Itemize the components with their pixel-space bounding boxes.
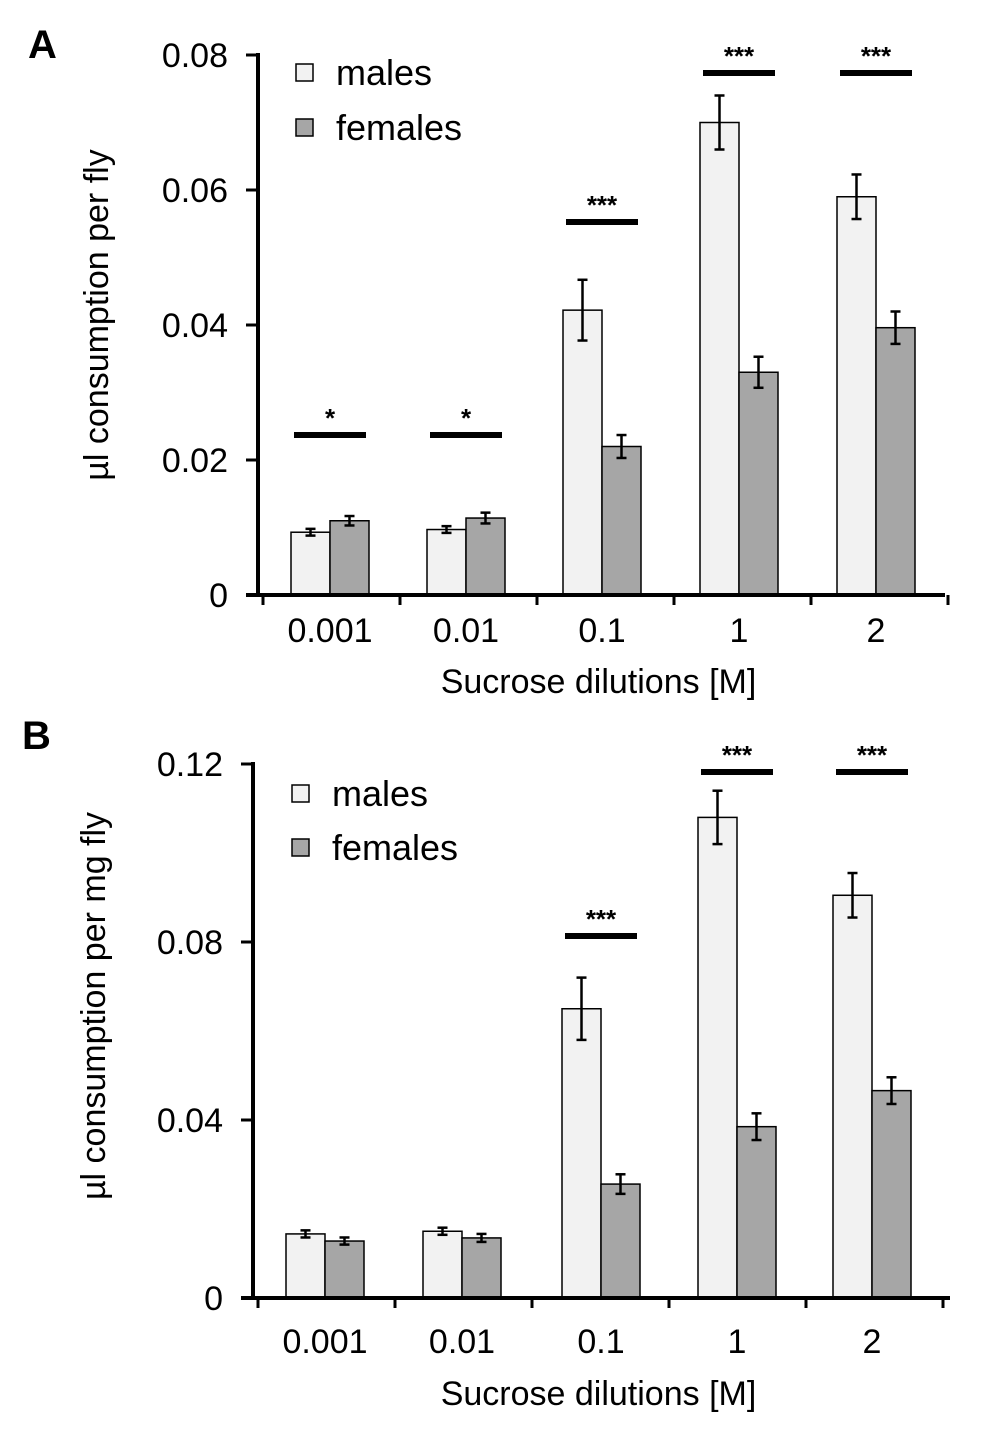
chart-b-x-tick-label: 0.001 (282, 1323, 367, 1361)
chart-b-bar-females (461, 1237, 502, 1299)
chart-b-x-tick-label: 0.01 (429, 1323, 495, 1361)
chart-b-legend-swatch-males (291, 784, 310, 803)
chart-a-significance-label: * (461, 403, 472, 433)
panel-letter-a: A (28, 23, 57, 67)
chart-b-svg: B 0 0.04 0.08 0.12 0.001 0.01 0.1 1 2 Sucrose dil… (22, 714, 950, 1413)
chart-b-significance-label: *** (586, 904, 617, 934)
chart-b-bar-females (736, 1125, 777, 1299)
chart-b-legend-label-females: females (332, 827, 458, 868)
chart-a-legend-swatch-males (295, 63, 314, 82)
chart-a-x-tick-label: 0.01 (433, 612, 499, 650)
panel-letter-b: B (22, 716, 51, 758)
chart-a-bar-females (465, 517, 506, 596)
chart-a-y-tick-label: 0.02 (162, 442, 228, 480)
chart-a-bar-males (562, 309, 603, 596)
chart-a-bar-males (836, 196, 877, 596)
chart-a-legend-label-males: males (336, 52, 432, 93)
chart-a-y-tick-label: 0.06 (162, 172, 228, 210)
chart-b-bar-males (832, 894, 873, 1299)
chart-b-y-axis-title: µl consumption per mg fly (75, 812, 113, 1200)
chart-b-y-tick-label: 0.08 (157, 924, 223, 962)
chart-b-x-tick-label: 2 (863, 1323, 882, 1361)
chart-b-legend-swatch-females (291, 838, 310, 857)
chart-b-bar-males (422, 1230, 463, 1299)
chart-b-bar-males (561, 1008, 602, 1299)
chart-b-bar-males (697, 816, 738, 1299)
chart-a-significance-label: * (325, 403, 336, 433)
chart-a-y-axis-title: µl consumption per fly (78, 149, 116, 480)
chart-a-significance-label: *** (724, 41, 755, 71)
chart-b-x-tick-label: 1 (728, 1323, 747, 1361)
chart-b-bar-females (600, 1183, 641, 1299)
chart-b-significance-label: *** (857, 740, 888, 770)
chart-panel-a: A 0 0.02 0.04 0.06 0.08 0.001 0.01 0.1 1 2 Sucrose… (0, 0, 1000, 716)
chart-a-bar-females (329, 520, 370, 596)
chart-a-bar-males (290, 531, 331, 596)
chart-a-x-tick-label: 1 (730, 612, 749, 650)
chart-panel-b: B 0 0.04 0.08 0.12 0.001 0.01 0.1 1 2 Sucrose dil… (0, 714, 1000, 1433)
chart-a-significance-label: *** (861, 41, 892, 71)
chart-a-x-tick-label: 0.001 (287, 612, 372, 650)
chart-a-bar-females (738, 371, 779, 596)
chart-a-y-tick-label: 0.04 (162, 307, 228, 345)
chart-a-legend-label-females: females (336, 107, 462, 148)
chart-a-x-tick-label: 0.1 (578, 612, 625, 650)
chart-a-bar-females (601, 445, 642, 596)
chart-b-bar-females (871, 1089, 912, 1299)
chart-a-y-tick-label: 0.08 (162, 37, 228, 75)
chart-a-bar-males (426, 528, 467, 596)
chart-b-y-tick-label: 0.12 (157, 746, 223, 784)
chart-a-x-tick-label: 2 (867, 612, 886, 650)
chart-a-y-tick-label: 0 (209, 577, 228, 615)
chart-b-x-tick-label: 0.1 (577, 1323, 624, 1361)
chart-b-bar-males (285, 1233, 326, 1299)
chart-a-legend-swatch-females (295, 118, 314, 137)
chart-b-y-tick-label: 0.04 (157, 1102, 223, 1140)
chart-b-y-tick-label: 0 (204, 1280, 223, 1318)
chart-b-significance-label: *** (722, 740, 753, 770)
chart-a-bar-males (699, 121, 740, 596)
chart-b-bar-females (324, 1240, 365, 1299)
chart-a-significance-label: *** (587, 190, 618, 220)
chart-a-bar-females (875, 326, 916, 596)
chart-b-x-axis-title: Sucrose dilutions [M] (441, 1375, 757, 1413)
chart-b-legend-label-males: males (332, 773, 428, 814)
chart-a-x-axis-title: Sucrose dilutions [M] (441, 663, 757, 701)
chart-a-svg: A 0 0.02 0.04 0.06 0.08 0.001 0.01 0.1 1 2 Sucrose… (28, 23, 950, 701)
